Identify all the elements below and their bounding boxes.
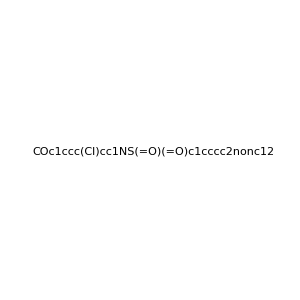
Text: COc1ccc(Cl)cc1NS(=O)(=O)c1cccc2nonc12: COc1ccc(Cl)cc1NS(=O)(=O)c1cccc2nonc12 xyxy=(33,146,275,157)
